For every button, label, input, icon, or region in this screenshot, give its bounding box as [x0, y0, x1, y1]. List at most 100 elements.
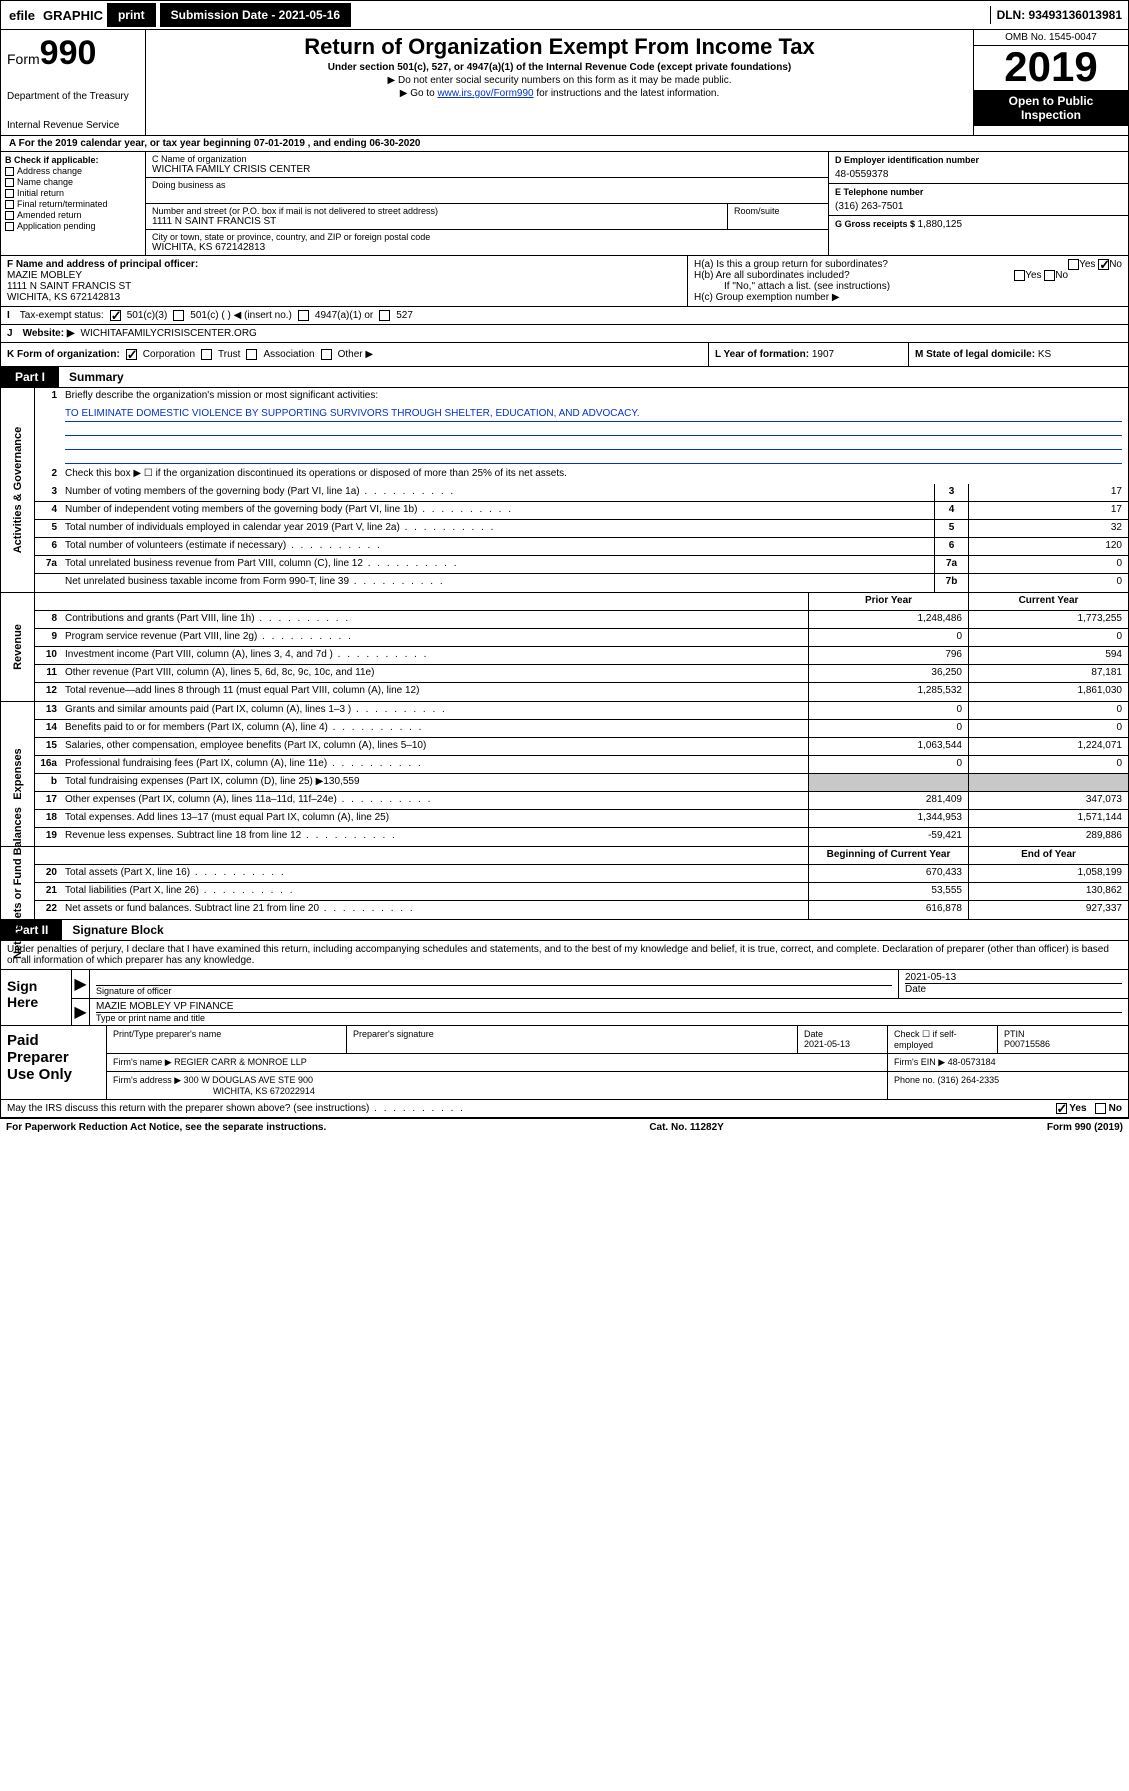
domicile: KS [1038, 349, 1051, 360]
form-header: Form990 Department of the Treasury Inter… [0, 30, 1129, 136]
row-num: 13 [35, 702, 61, 719]
ptin-hdr: PTIN [1004, 1029, 1025, 1039]
discuss-yes-lbl: Yes [1069, 1103, 1086, 1114]
hdr-current: Current Year [968, 593, 1128, 610]
part-ii-title: Signature Block [62, 920, 173, 940]
firm-ein-lbl: Firm's EIN ▶ [894, 1057, 948, 1067]
ha-yes[interactable] [1068, 259, 1079, 270]
row-num: 22 [35, 901, 61, 919]
city-value: WICHITA, KS 672142813 [152, 242, 822, 253]
city-label: City or town, state or province, country… [152, 232, 822, 242]
row-text: Total number of volunteers (estimate if … [61, 538, 934, 555]
column-b: B Check if applicable: Address change Na… [1, 152, 146, 255]
sig-date-value: 2021-05-13 [905, 972, 1122, 984]
row-num: 5 [35, 520, 61, 537]
row-val: 0 [968, 556, 1128, 573]
row-text: Professional fundraising fees (Part IX, … [61, 756, 808, 773]
row-num: 12 [35, 683, 61, 701]
officer-name: MAZIE MOBLEY [7, 270, 681, 281]
department: Department of the Treasury [7, 91, 139, 102]
row-prior: 796 [808, 647, 968, 664]
row-num: 11 [35, 665, 61, 682]
tax-year: 2019 [974, 46, 1128, 90]
row-text: Grants and similar amounts paid (Part IX… [61, 702, 808, 719]
preparer-name-hdr: Print/Type preparer's name [107, 1026, 347, 1053]
side-netassets: Net Assets or Fund Balances [1, 847, 35, 919]
officer-addr1: 1111 N SAINT FRANCIS ST [7, 281, 681, 292]
officer-name-title: MAZIE MOBLEY VP FINANCE [96, 1001, 1122, 1013]
note2-suffix: for instructions and the latest informat… [534, 88, 720, 99]
chk-corp[interactable] [126, 349, 137, 360]
chk-527[interactable] [379, 310, 390, 321]
line2-text: Check this box ▶ ☐ if the organization d… [61, 466, 1128, 484]
preparer-sig-hdr: Preparer's signature [347, 1026, 798, 1053]
gray-current [968, 774, 1128, 791]
chk-final-return[interactable] [5, 200, 14, 209]
hc-label: H(c) Group exemption number ▶ [694, 292, 1122, 303]
row-current: 927,337 [968, 901, 1128, 919]
row-num: 9 [35, 629, 61, 646]
row-num: 15 [35, 738, 61, 755]
row-val: 0 [968, 574, 1128, 592]
side-revenue: Revenue [1, 593, 35, 701]
hdr-end: End of Year [968, 847, 1128, 864]
graphic-label: GRAPHIC [43, 8, 103, 23]
chk-assoc[interactable] [246, 349, 257, 360]
i-row: I Tax-exempt status: 501(c)(3) 501(c) ( … [0, 307, 1129, 325]
topbar: efile GRAPHIC print Submission Date - 20… [0, 0, 1129, 30]
print-button[interactable]: print [107, 3, 156, 27]
opt-assoc: Association [263, 349, 314, 360]
opt-other: Other ▶ [338, 349, 373, 360]
h-cell: H(a) Is this a group return for subordin… [688, 256, 1128, 306]
k-cell: K Form of organization: Corporation Trus… [1, 343, 708, 366]
row-val: 32 [968, 520, 1128, 537]
chk-4947[interactable] [298, 310, 309, 321]
row-prior: 1,344,953 [808, 810, 968, 827]
street-address: 1111 N SAINT FRANCIS ST [152, 216, 721, 227]
irs-link[interactable]: www.irs.gov/Form990 [437, 88, 533, 99]
hb-no[interactable] [1044, 270, 1055, 281]
chk-name-change[interactable] [5, 178, 14, 187]
ha-label: H(a) Is this a group return for subordin… [694, 259, 888, 270]
tax-year-line: A For the 2019 calendar year, or tax yea… [0, 136, 1129, 152]
row-text: Benefits paid to or for members (Part IX… [61, 720, 808, 737]
row-text: Total fundraising expenses (Part IX, col… [61, 774, 808, 791]
discuss-yes[interactable] [1056, 1103, 1067, 1114]
signature-section: Under penalties of perjury, I declare th… [0, 941, 1129, 1100]
hb-yes[interactable] [1014, 270, 1025, 281]
dba-label: Doing business as [152, 180, 822, 190]
chk-501c3[interactable] [110, 310, 121, 321]
lbl-initial-return: Initial return [17, 188, 64, 198]
part-ii-header: Part II Signature Block [0, 920, 1129, 941]
row-current: 0 [968, 629, 1128, 646]
hb-note: If "No," attach a list. (see instruction… [694, 281, 1122, 292]
i-label: Tax-exempt status: [20, 310, 104, 321]
f-cell: F Name and address of principal officer:… [1, 256, 688, 306]
chk-trust[interactable] [201, 349, 212, 360]
row-current: 347,073 [968, 792, 1128, 809]
row-num: 16a [35, 756, 61, 773]
chk-initial-return[interactable] [5, 189, 14, 198]
chk-amended[interactable] [5, 211, 14, 220]
chk-address-change[interactable] [5, 167, 14, 176]
chk-application-pending[interactable] [5, 222, 14, 231]
row-current: 594 [968, 647, 1128, 664]
column-defg: D Employer identification number 48-0559… [828, 152, 1128, 255]
row-prior: 0 [808, 629, 968, 646]
row-num: 17 [35, 792, 61, 809]
firm-phone: (316) 264-2335 [938, 1075, 1000, 1085]
row-box: 4 [934, 502, 968, 519]
row-text: Contributions and grants (Part VIII, lin… [61, 611, 808, 628]
submission-date-button[interactable]: Submission Date - 2021-05-16 [160, 3, 351, 27]
ha-no[interactable] [1098, 259, 1109, 270]
chk-other[interactable] [321, 349, 332, 360]
name-title-label: Type or print name and title [96, 1013, 1122, 1023]
side-activities: Activities & Governance [1, 388, 35, 592]
section-activities: Activities & Governance 1Briefly describ… [0, 388, 1129, 593]
chk-501c[interactable] [173, 310, 184, 321]
row-num: 7a [35, 556, 61, 573]
discuss-no[interactable] [1095, 1103, 1106, 1114]
row-text: Net unrelated business taxable income fr… [61, 574, 934, 592]
row-box: 3 [934, 484, 968, 501]
sig-officer-label: Signature of officer [96, 986, 892, 996]
